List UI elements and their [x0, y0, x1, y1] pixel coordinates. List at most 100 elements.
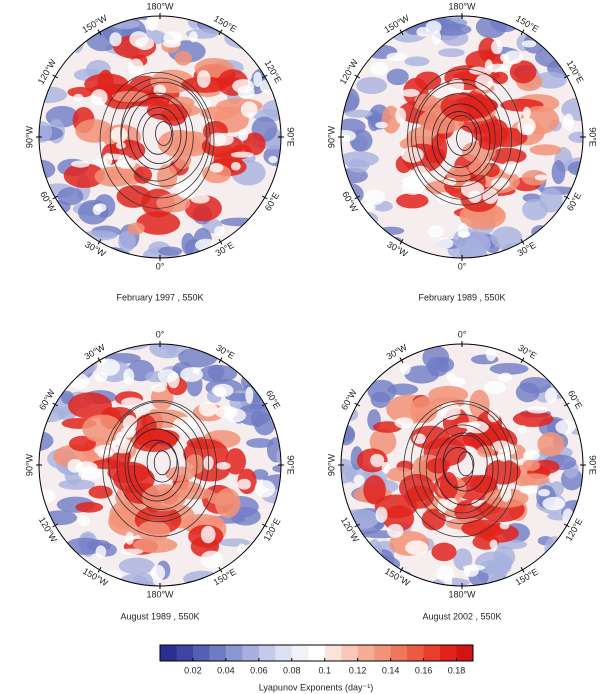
red-patch — [156, 164, 178, 190]
longitude-label: 0° — [458, 329, 467, 339]
contour — [153, 450, 171, 476]
red-patch — [200, 106, 237, 121]
red-patch — [202, 164, 232, 184]
red-patch — [537, 432, 565, 457]
blue-patch — [236, 404, 272, 426]
red-patch — [151, 429, 180, 446]
blue-patch — [118, 230, 136, 252]
pale-patch — [200, 550, 224, 569]
red-patch — [174, 50, 192, 66]
colorbar-swatch — [357, 645, 375, 661]
pale-patch — [135, 37, 155, 51]
pale-patch — [167, 371, 180, 389]
colorbar-label: Lyapunov Exponents (day⁻¹) — [259, 682, 373, 692]
pale-patch — [214, 225, 225, 236]
longitude-label: 180°W — [146, 589, 174, 599]
pale-patch — [485, 346, 497, 362]
blue-patch — [39, 121, 53, 143]
pale-patch — [213, 386, 227, 397]
blue-patch — [531, 225, 550, 240]
pale-patch — [180, 367, 203, 382]
colorbar-swatch — [225, 645, 243, 661]
pale-patch — [401, 146, 424, 163]
red-patch — [512, 410, 554, 427]
colorbar-tick-label: 0.08 — [283, 665, 301, 675]
pale-patch — [254, 480, 276, 498]
pale-patch — [405, 540, 429, 556]
red-patch — [468, 160, 492, 176]
tick — [261, 74, 268, 79]
blue-patch — [490, 226, 523, 250]
pale-patch — [121, 397, 143, 408]
red-patch — [91, 459, 124, 470]
longitude-label: 90°E — [286, 455, 296, 475]
pale-patch — [128, 58, 144, 77]
blue-patch — [370, 391, 391, 409]
pale-patch — [238, 128, 249, 141]
red-patch — [127, 222, 145, 235]
blue-patch — [341, 458, 358, 484]
pale-patch — [97, 448, 114, 459]
tick — [261, 523, 268, 528]
blue-patch — [341, 424, 356, 446]
contour — [116, 412, 204, 517]
pale-patch — [537, 488, 551, 497]
pale-patch — [215, 405, 238, 419]
red-patch — [426, 457, 450, 474]
pale-patch — [369, 61, 389, 76]
red-patch — [109, 501, 139, 530]
contour — [419, 414, 507, 519]
red-patch — [430, 133, 448, 164]
blue-patch — [207, 364, 225, 381]
pale-patch — [198, 401, 218, 417]
pale-patch — [370, 453, 385, 468]
longitude-label: 180°W — [146, 1, 174, 11]
tick — [520, 29, 525, 36]
colorbar-swatch — [440, 645, 458, 661]
red-patch — [63, 163, 105, 188]
contour — [431, 103, 491, 177]
blue-patch — [404, 56, 430, 67]
pale-patch — [109, 32, 122, 47]
pale-patch — [386, 52, 407, 62]
pale-patch — [436, 565, 454, 582]
blue-patch — [183, 580, 200, 586]
colorbar-tick-label: 0.16 — [415, 665, 433, 675]
contour — [434, 432, 494, 506]
colorbar-swatch — [242, 645, 260, 661]
blue-patch — [344, 109, 373, 118]
red-patch — [116, 185, 151, 208]
pale-patch — [523, 450, 540, 461]
pale-patch — [462, 564, 486, 571]
tick — [97, 566, 102, 573]
pale-patch — [208, 132, 227, 147]
blue-patch — [431, 23, 472, 36]
tick — [354, 195, 361, 200]
tick — [563, 523, 570, 528]
pale-patch — [436, 237, 454, 249]
contour — [436, 111, 482, 168]
colorbar-tick-label: 0.1 — [318, 665, 331, 675]
red-patch — [133, 166, 153, 184]
pale-patch — [196, 70, 211, 88]
tick — [52, 523, 59, 528]
blue-patch — [71, 29, 84, 54]
tick — [218, 29, 223, 36]
pale-patch — [518, 425, 527, 434]
contour — [142, 113, 174, 155]
pale-patch — [437, 192, 452, 205]
tick — [399, 566, 404, 573]
pale-patch — [534, 174, 548, 181]
colorbar-swatch — [341, 645, 359, 661]
contour — [155, 121, 172, 146]
red-patch — [185, 454, 205, 475]
contour — [99, 71, 215, 209]
pale-patch — [457, 223, 469, 238]
blue-patch — [493, 545, 516, 569]
contour — [410, 403, 512, 525]
longitude-label: 90°W — [326, 125, 336, 148]
colorbar-swatch — [209, 645, 227, 661]
blue-patch — [438, 48, 465, 58]
pale-patch — [209, 162, 224, 173]
pale-patch — [150, 564, 166, 581]
